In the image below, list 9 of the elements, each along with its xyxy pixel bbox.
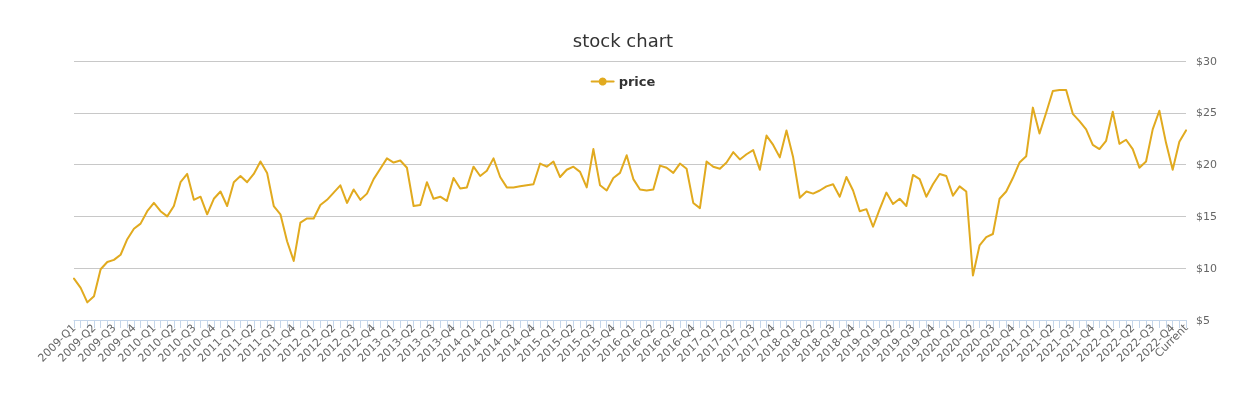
y-tick-label: $20	[1196, 158, 1217, 172]
y-tick-label: $5	[1196, 313, 1210, 327]
line-series	[73, 89, 1187, 304]
y-tick-label: $25	[1196, 106, 1217, 120]
y-tick-label: $10	[1196, 261, 1217, 275]
chart-title: stock chart	[572, 29, 674, 51]
y-tick-label: $30	[1196, 54, 1217, 68]
y-tick-label: $15	[1196, 209, 1217, 223]
legend-label: price	[618, 74, 656, 89]
